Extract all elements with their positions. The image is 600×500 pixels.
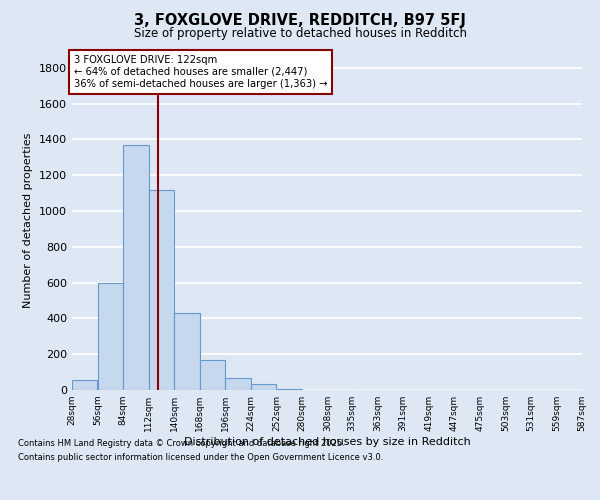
- Text: Contains public sector information licensed under the Open Government Licence v3: Contains public sector information licen…: [18, 454, 383, 462]
- Bar: [226, 378, 251, 390]
- Bar: [175, 313, 200, 390]
- Bar: [72, 380, 97, 390]
- X-axis label: Distribution of detached houses by size in Redditch: Distribution of detached houses by size …: [184, 437, 470, 447]
- Bar: [98, 282, 123, 390]
- Text: 3 FOXGLOVE DRIVE: 122sqm
← 64% of detached houses are smaller (2,447)
36% of sem: 3 FOXGLOVE DRIVE: 122sqm ← 64% of detach…: [74, 56, 328, 88]
- Bar: [200, 360, 225, 390]
- Y-axis label: Number of detached properties: Number of detached properties: [23, 132, 34, 308]
- Bar: [251, 384, 276, 390]
- Bar: [149, 190, 174, 390]
- Text: 3, FOXGLOVE DRIVE, REDDITCH, B97 5FJ: 3, FOXGLOVE DRIVE, REDDITCH, B97 5FJ: [134, 12, 466, 28]
- Bar: [123, 145, 149, 390]
- Text: Size of property relative to detached houses in Redditch: Size of property relative to detached ho…: [133, 28, 467, 40]
- Bar: [277, 389, 302, 390]
- Text: Contains HM Land Registry data © Crown copyright and database right 2025.: Contains HM Land Registry data © Crown c…: [18, 438, 344, 448]
